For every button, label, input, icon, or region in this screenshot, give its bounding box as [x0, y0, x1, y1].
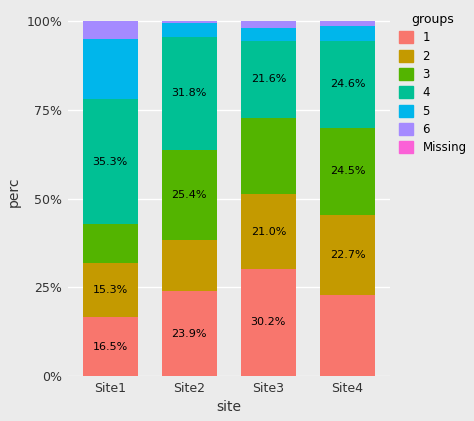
Text: 24.5%: 24.5% [330, 166, 365, 176]
Text: 25.4%: 25.4% [172, 189, 207, 200]
Text: 15.3%: 15.3% [92, 285, 128, 295]
Legend: 1, 2, 3, 4, 5, 6, Missing: 1, 2, 3, 4, 5, 6, Missing [399, 13, 466, 154]
Text: 35.3%: 35.3% [92, 157, 128, 167]
Bar [162, 291, 217, 376]
Bar [82, 21, 138, 39]
Text: 23.9%: 23.9% [172, 328, 207, 338]
Bar [82, 317, 138, 376]
Text: 16.5%: 16.5% [92, 342, 128, 352]
Bar [162, 23, 217, 37]
Text: 21.0%: 21.0% [251, 226, 286, 237]
Bar [241, 41, 296, 117]
Bar [320, 296, 375, 376]
X-axis label: site: site [216, 400, 241, 414]
Bar [162, 37, 217, 149]
Bar [320, 27, 375, 41]
Bar [162, 21, 217, 23]
Bar [82, 224, 138, 263]
Text: 22.7%: 22.7% [329, 250, 365, 260]
Bar [241, 21, 296, 27]
Bar [320, 21, 375, 27]
Bar [162, 240, 217, 291]
Text: 31.8%: 31.8% [172, 88, 207, 98]
Bar [241, 27, 296, 41]
Y-axis label: perc: perc [7, 176, 21, 207]
Bar [320, 41, 375, 128]
Bar [241, 269, 296, 376]
Text: 30.2%: 30.2% [251, 317, 286, 328]
Bar [82, 39, 138, 99]
Bar [82, 263, 138, 317]
Bar [82, 99, 138, 224]
Bar [241, 117, 296, 194]
Bar [320, 215, 375, 296]
Bar [241, 194, 296, 269]
Text: 24.6%: 24.6% [330, 79, 365, 89]
Text: 21.6%: 21.6% [251, 75, 286, 84]
Bar [320, 128, 375, 215]
Bar [162, 149, 217, 240]
